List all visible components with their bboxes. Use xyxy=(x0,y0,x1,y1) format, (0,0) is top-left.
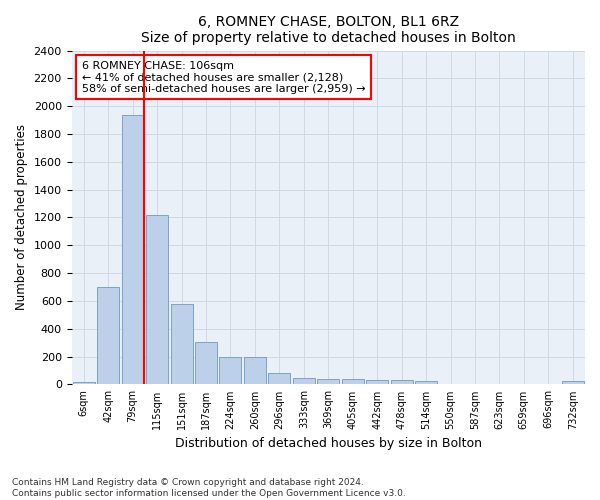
Text: Contains HM Land Registry data © Crown copyright and database right 2024.
Contai: Contains HM Land Registry data © Crown c… xyxy=(12,478,406,498)
Bar xyxy=(293,378,315,384)
Text: 6 ROMNEY CHASE: 106sqm
← 41% of detached houses are smaller (2,128)
58% of semi-: 6 ROMNEY CHASE: 106sqm ← 41% of detached… xyxy=(82,60,365,94)
Y-axis label: Number of detached properties: Number of detached properties xyxy=(15,124,28,310)
Bar xyxy=(268,374,290,384)
Bar xyxy=(391,380,413,384)
Bar xyxy=(146,214,168,384)
Bar xyxy=(342,379,364,384)
Title: 6, ROMNEY CHASE, BOLTON, BL1 6RZ
Size of property relative to detached houses in: 6, ROMNEY CHASE, BOLTON, BL1 6RZ Size of… xyxy=(141,15,515,45)
Bar xyxy=(97,287,119,384)
Bar xyxy=(562,382,584,384)
Bar xyxy=(122,114,143,384)
Bar xyxy=(366,380,388,384)
Bar xyxy=(195,342,217,384)
Bar xyxy=(415,382,437,384)
X-axis label: Distribution of detached houses by size in Bolton: Distribution of detached houses by size … xyxy=(175,437,482,450)
Bar xyxy=(220,356,241,384)
Bar xyxy=(170,304,193,384)
Bar xyxy=(317,379,339,384)
Bar xyxy=(244,356,266,384)
Bar xyxy=(73,382,95,384)
